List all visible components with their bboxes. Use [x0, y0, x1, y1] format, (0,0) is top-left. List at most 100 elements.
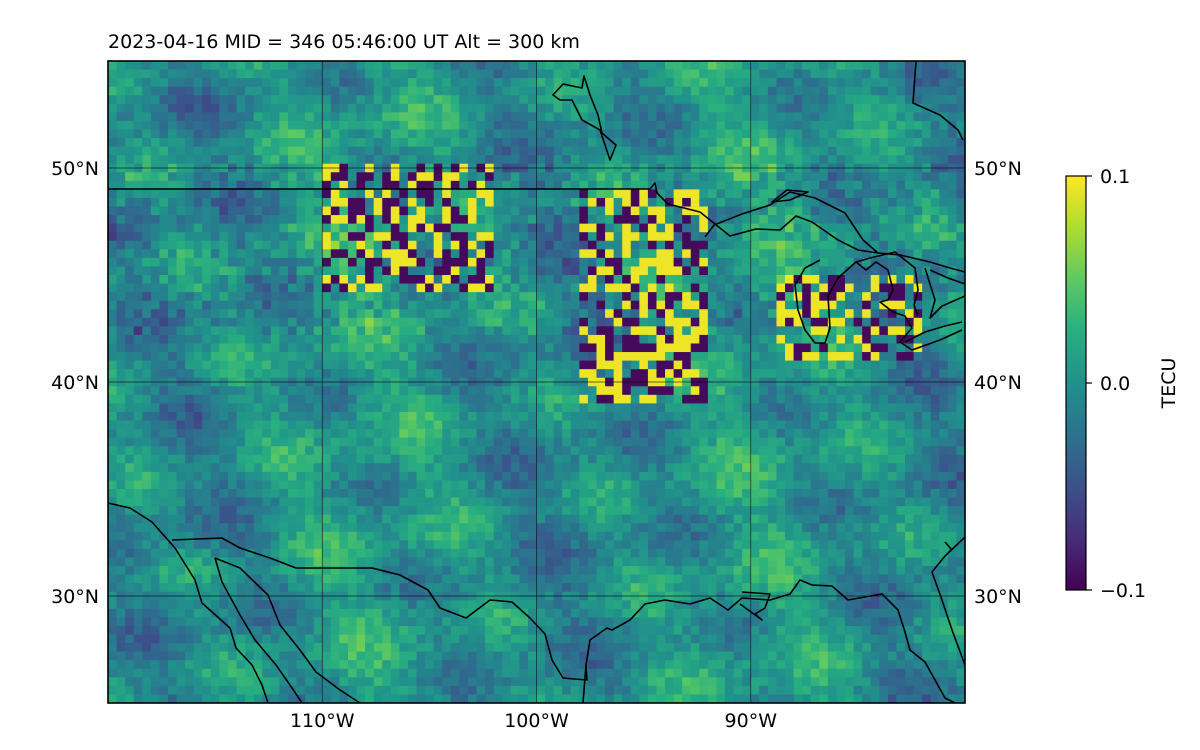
tec-cell	[502, 343, 512, 353]
tec-cell	[142, 61, 152, 71]
tec-cell	[202, 454, 212, 464]
tec-cell	[553, 215, 563, 225]
tec-cell	[476, 352, 486, 362]
tec-cell	[210, 317, 221, 327]
tec-cell	[956, 437, 965, 447]
tec-cell	[887, 172, 898, 182]
tec-cell	[947, 446, 958, 456]
tec-cell	[682, 326, 692, 336]
tec-cell	[939, 112, 949, 122]
tec-cell	[296, 369, 306, 379]
tec-cell	[682, 103, 692, 113]
tec-cell	[193, 446, 203, 456]
tec-cell	[656, 61, 666, 71]
tec-cell	[142, 480, 152, 490]
tec-cell	[827, 343, 838, 353]
tec-cell	[579, 300, 589, 310]
tec-cell	[313, 69, 323, 79]
tec-cell	[879, 317, 889, 327]
tec-cell	[562, 189, 572, 199]
tec-cell	[613, 317, 623, 327]
tec-cell	[596, 360, 606, 370]
tec-cell	[810, 454, 820, 464]
tec-cell	[442, 240, 452, 250]
tec-cell	[810, 138, 820, 148]
tec-cell	[245, 257, 255, 268]
tec-cell	[185, 326, 195, 336]
tec-cell	[519, 215, 529, 225]
tec-cell	[193, 369, 203, 379]
tec-cell	[707, 283, 718, 293]
tec-cell	[742, 138, 752, 148]
tec-cell	[810, 446, 820, 456]
tec-cell	[270, 309, 280, 319]
tec-cell	[279, 112, 289, 122]
tec-cell	[313, 78, 323, 88]
tec-cell	[442, 86, 452, 96]
tec-cell	[347, 326, 358, 336]
tec-cell	[416, 120, 426, 131]
tec-cell	[887, 138, 898, 148]
tec-cell	[108, 360, 118, 370]
tec-cell	[887, 454, 898, 464]
tec-cell	[459, 266, 469, 276]
tec-cell	[287, 249, 298, 259]
tec-cell	[682, 138, 692, 148]
tec-cell	[287, 129, 298, 139]
tec-cell	[433, 446, 443, 456]
tec-cell	[956, 120, 965, 131]
tec-cell	[227, 360, 238, 370]
tec-cell	[827, 360, 838, 370]
tec-cell	[562, 257, 572, 268]
tec-cell	[382, 369, 392, 379]
tec-cell	[502, 180, 512, 190]
tec-cell	[373, 180, 383, 190]
tec-cell	[733, 420, 743, 430]
tec-cell	[467, 103, 478, 113]
tec-cell	[167, 257, 178, 268]
tec-cell	[330, 420, 340, 430]
tec-cell	[185, 471, 195, 482]
tec-cell	[210, 334, 221, 345]
tec-cell	[287, 61, 298, 71]
tec-cell	[305, 155, 315, 165]
tec-cell	[870, 420, 880, 430]
tec-cell	[279, 300, 289, 310]
tec-cell	[133, 411, 143, 422]
tec-cell	[365, 172, 375, 182]
tec-cell	[562, 394, 572, 404]
tec-cell	[827, 206, 838, 216]
tec-cell	[776, 129, 786, 139]
tec-cell	[579, 232, 589, 242]
tec-cell	[245, 61, 255, 71]
tec-cell	[699, 257, 709, 268]
tec-cell	[305, 172, 315, 182]
tec-cell	[347, 215, 358, 225]
tec-cell	[210, 429, 221, 439]
tec-cell	[322, 360, 332, 370]
tec-cell	[939, 257, 949, 268]
tec-cell	[245, 386, 255, 396]
tec-cell	[193, 172, 203, 182]
tec-cell	[425, 446, 435, 456]
tec-cell	[776, 78, 786, 88]
tec-cell	[913, 223, 923, 233]
tec-cell	[802, 189, 812, 199]
tec-cell	[793, 437, 803, 447]
tec-cell	[407, 429, 418, 439]
tec-cell	[493, 369, 503, 379]
tec-cell	[819, 249, 829, 259]
tec-cell	[142, 292, 152, 302]
tec-cell	[827, 189, 838, 199]
tec-cell	[493, 197, 503, 208]
tec-cell	[330, 334, 340, 345]
tec-cell	[690, 326, 700, 336]
tec-cell	[930, 283, 940, 293]
tec-cell	[485, 257, 495, 268]
tec-cell	[219, 240, 229, 250]
tec-cell	[219, 103, 229, 113]
tec-cell	[347, 420, 358, 430]
tec-cell	[202, 189, 212, 199]
tec-cell	[596, 275, 606, 285]
tec-cell	[347, 386, 358, 396]
